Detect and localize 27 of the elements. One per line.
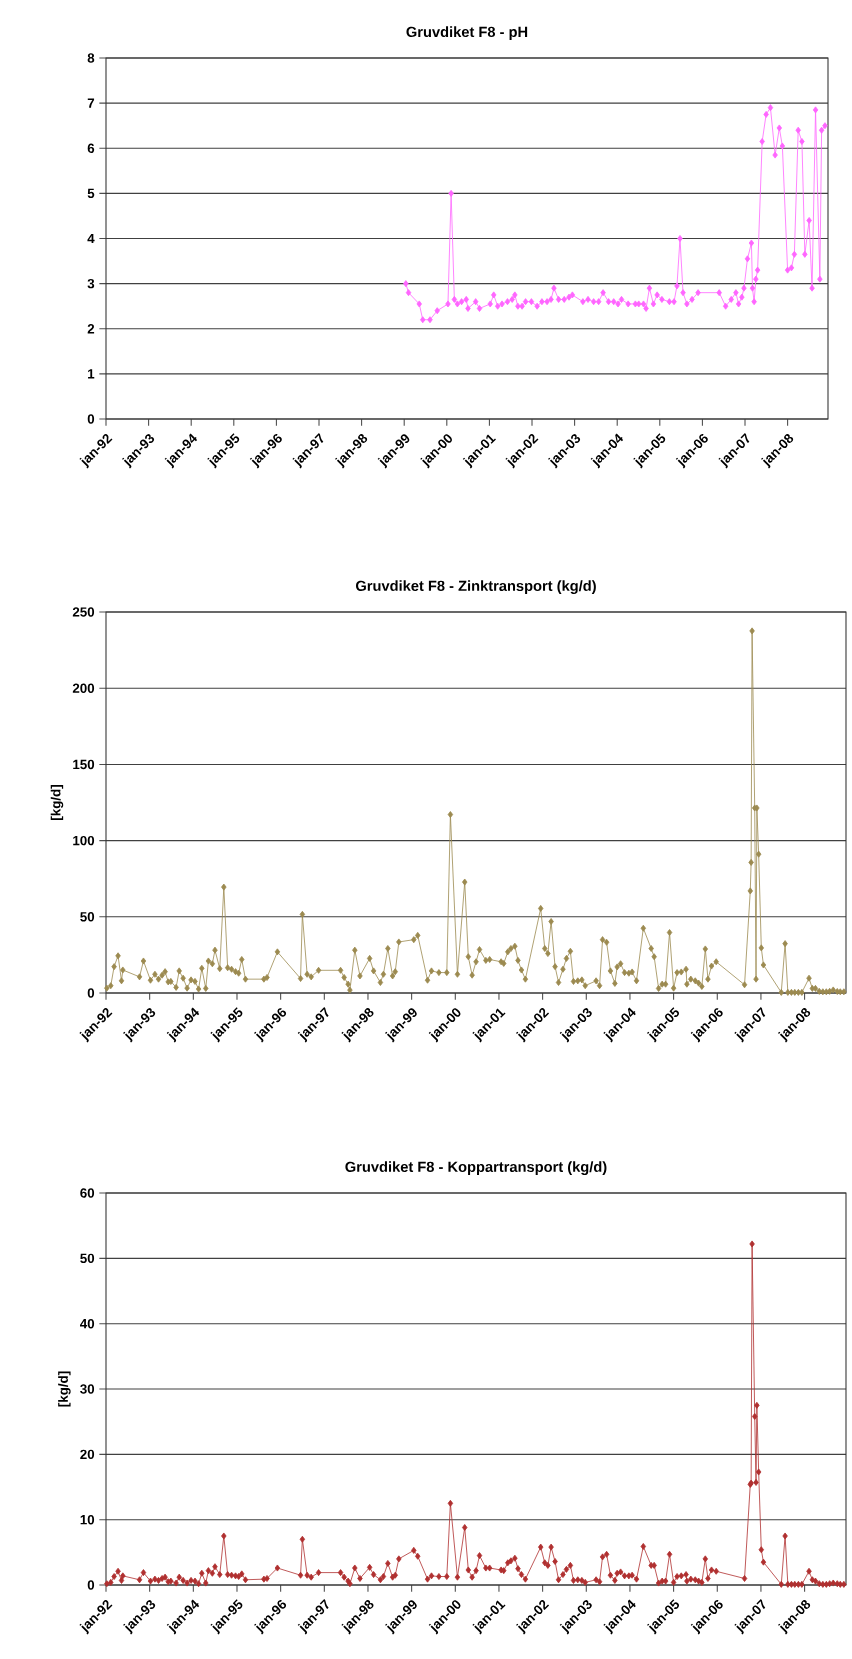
y-tick-label: 2 [87,324,95,334]
y-tick-label: 200 [72,683,95,693]
y-tick-label: 100 [73,835,95,846]
y-tick-label: 3 [87,278,95,289]
y-tick-label: 0 [87,1580,95,1590]
y-tick-label: 0 [87,988,95,998]
chart-title: Gruvdiket F8 - pH [406,26,528,40]
y-tick-label: 40 [80,1318,95,1329]
chart-title: Gruvdiket F8 - Zinktransport (kg/d) [356,580,596,594]
y-tick-label: 20 [80,1449,95,1460]
y-tick-label: 250 [72,607,95,617]
chart-title: Gruvdiket F8 - Koppartransport (kg/d) [345,1161,607,1175]
y-tick-label: 50 [80,1253,95,1264]
y-tick-label: 150 [73,759,95,770]
y-tick-label: 50 [80,912,95,922]
y-axis-title: [kg/d] [50,785,64,820]
y-tick-label: 8 [87,53,95,63]
y-tick-label: 5 [87,188,95,199]
y-tick-label: 6 [87,143,95,153]
y-tick-label: 30 [80,1384,95,1394]
y-tick-label: 60 [80,1188,95,1198]
y-tick-label: 0 [87,414,95,424]
y-axis-title: [kg/d] [58,1371,71,1407]
y-tick-label: 7 [87,98,95,108]
y-tick-label: 10 [80,1514,95,1525]
y-tick-label: 4 [87,233,95,244]
y-tick-label: 1 [88,369,95,379]
